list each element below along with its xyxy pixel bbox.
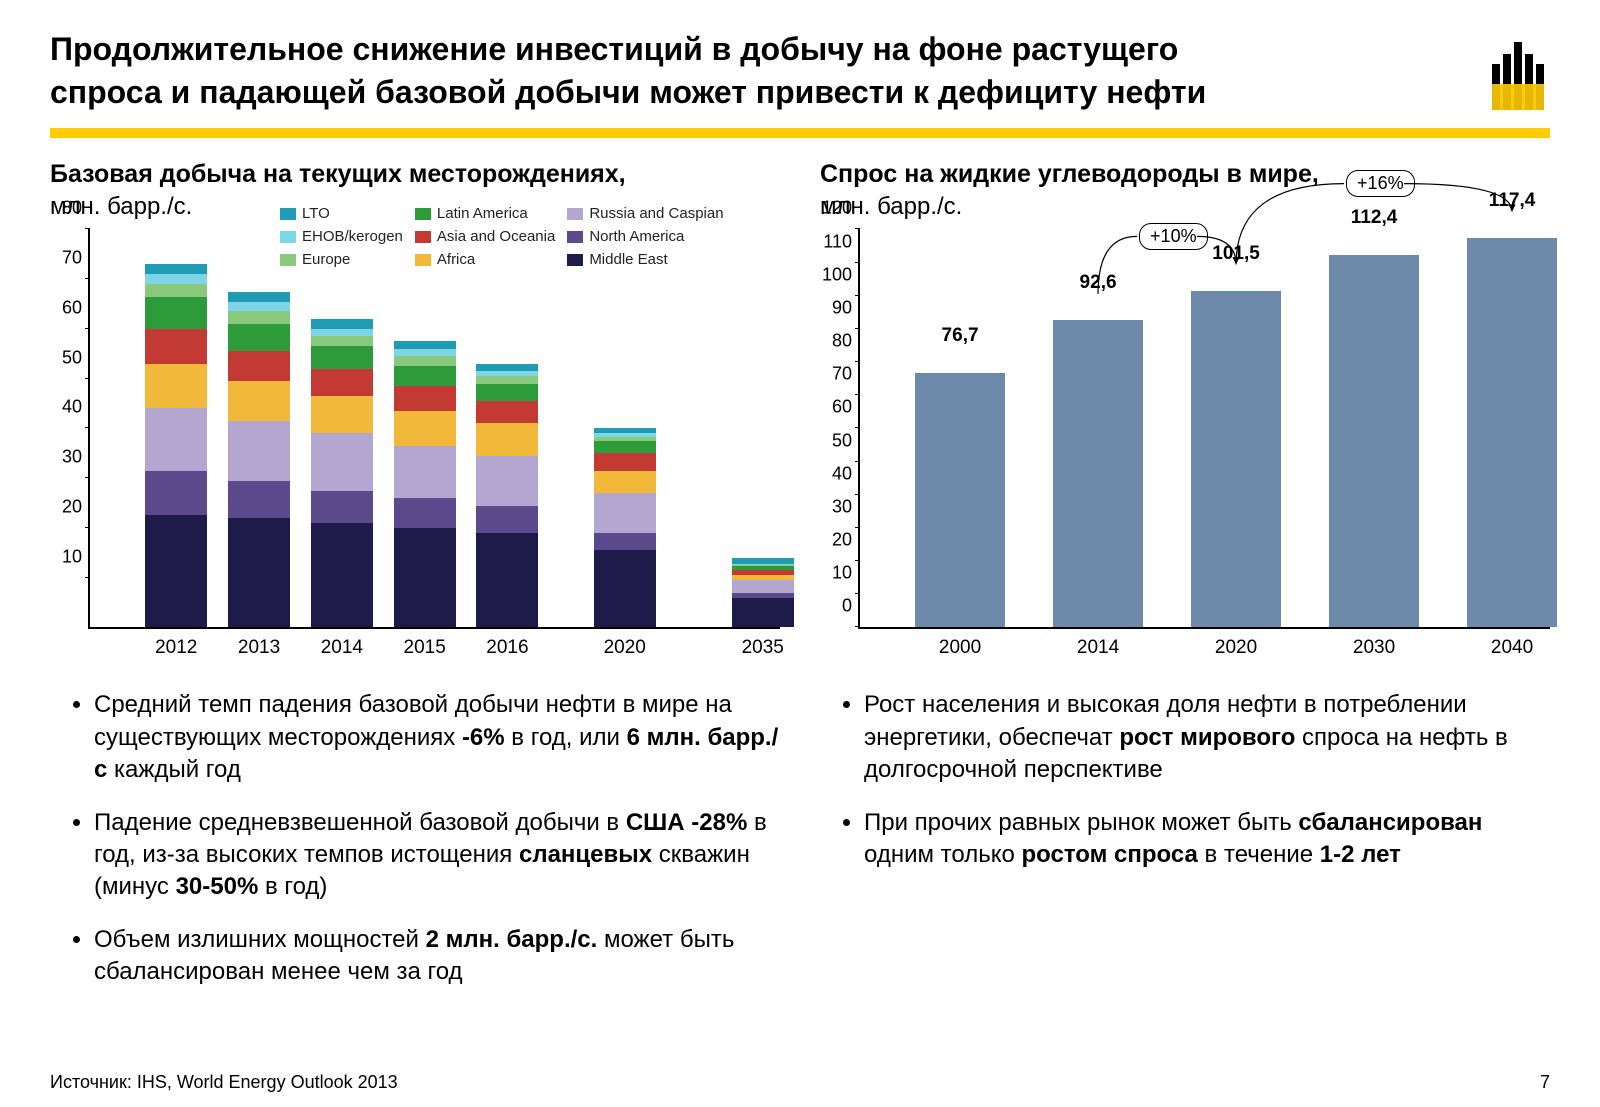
right-chart: 010203040506070809010011012076,7200092,6…	[820, 229, 1550, 669]
page-title: Продолжительное снижение инвестиций в до…	[50, 28, 1400, 114]
bullet-item: Средний темп падения базовой добычи нефт…	[94, 689, 780, 786]
rosneft-logo-icon	[1470, 24, 1560, 119]
left-chart-title: Базовая добыча на текущих месторождениях…	[50, 160, 626, 189]
bar-2012	[145, 229, 207, 627]
legend-item: Latin America	[415, 205, 555, 222]
right-chart-sub: млн. барр./с.	[820, 193, 1550, 221]
left-panel: Базовая добыча на текущих месторождениях…	[50, 160, 780, 1008]
bar-2016	[476, 229, 538, 627]
bar-2015	[394, 229, 456, 627]
bar-2020	[594, 229, 656, 627]
right-bullets: Рост населения и высокая доля нефти в по…	[864, 689, 1550, 871]
bar-value-label: 112,4	[1351, 207, 1398, 229]
divider-bar	[50, 128, 1550, 138]
bullet-item: Рост населения и высокая доля нефти в по…	[864, 689, 1550, 786]
bullet-item: Падение средневзвешенной базовой добычи …	[94, 807, 780, 904]
legend-item: Russia and Caspian	[567, 205, 723, 222]
bullet-item: При прочих равных рынок может быть сбала…	[864, 807, 1550, 872]
source-label: Источник: IHS, World Energy Outlook 2013	[50, 1072, 398, 1093]
left-bullets: Средний темп падения базовой добычи нефт…	[94, 689, 780, 988]
page-number: 7	[1540, 1072, 1550, 1093]
bar-2013	[228, 229, 290, 627]
left-chart: 1020304050607080201220132014201520162020…	[50, 229, 780, 669]
right-panel: Спрос на жидкие углеводороды в мире, млн…	[820, 160, 1550, 1008]
bullet-item: Объем излишних мощностей 2 млн. барр./с.…	[94, 924, 780, 989]
legend-item: LTO	[280, 205, 403, 222]
bar-2014	[311, 229, 373, 627]
bar-2035	[732, 229, 794, 627]
